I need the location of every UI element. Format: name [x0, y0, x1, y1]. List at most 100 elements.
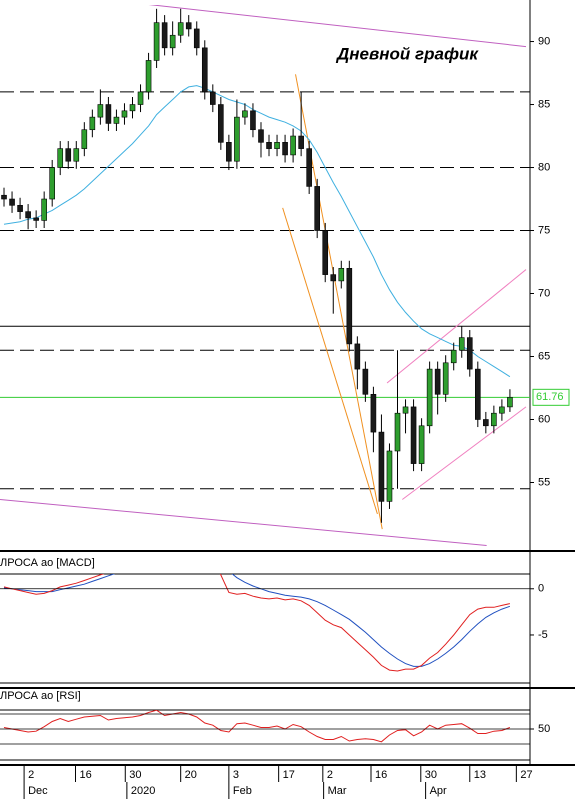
month-label: Feb: [233, 785, 252, 797]
candle-body: [394, 412, 401, 452]
candle-body: [234, 116, 240, 162]
candle-body: [201, 47, 208, 93]
x-tick-label: 16: [375, 769, 387, 781]
candle-body: [258, 129, 264, 143]
candle-body: [322, 230, 329, 275]
candle-body: [153, 22, 160, 61]
y-tick-label: 70: [538, 287, 550, 299]
candle-body: [330, 274, 337, 282]
candle-body: [450, 349, 457, 364]
pane-title: ЛРОСА ао [MACD]: [0, 557, 95, 569]
candle-body: [338, 268, 345, 282]
candle-body: [362, 368, 369, 395]
trend-line: [148, 5, 527, 48]
candle-body: [426, 368, 433, 427]
candle-body: [161, 22, 168, 49]
annotation: Дневной график: [335, 44, 479, 63]
month-label: Apr: [430, 785, 447, 797]
candle-body: [33, 217, 39, 221]
candle-body: [177, 22, 184, 36]
candle-body: [226, 142, 232, 162]
trend-line: [282, 207, 378, 515]
x-tick-label: 20: [185, 769, 197, 781]
candle-body: [25, 211, 31, 219]
x-tick-label: 17: [283, 769, 295, 781]
last-price-box: [532, 388, 570, 406]
candle-body: [483, 419, 489, 427]
plot-area: [0, 5, 530, 546]
y-tick-label: 55: [538, 476, 550, 488]
candle-body: [282, 142, 288, 156]
plot-area: [3, 574, 511, 672]
candle-body: [57, 148, 64, 168]
candle-body: [354, 343, 361, 370]
month-label: 2020: [131, 785, 155, 797]
x-tick-label: 3: [233, 769, 239, 781]
candle-body: [458, 337, 465, 351]
last-price-label: 61.76: [536, 391, 564, 403]
candle-body: [475, 368, 481, 420]
trend-line: [386, 269, 527, 384]
candle-body: [97, 104, 104, 118]
candle-body: [274, 142, 280, 149]
month-label: Mar: [328, 785, 347, 797]
candle-body: [65, 148, 72, 162]
candle-body: [185, 22, 192, 30]
y-tick-label: 90: [538, 35, 550, 47]
x-tick-label: 13: [474, 769, 486, 781]
candle-body: [9, 198, 15, 206]
y-tick-label: 80: [538, 161, 550, 173]
y-tick-label: -5: [538, 629, 548, 641]
candle-body: [41, 198, 47, 221]
candle-body: [466, 337, 473, 370]
candle-body: [290, 135, 296, 156]
candle-body: [298, 135, 304, 149]
candle-body: [210, 91, 216, 105]
candle-body: [1, 194, 7, 200]
candle-body: [386, 450, 393, 502]
candle-body: [129, 104, 136, 112]
candle-body: [346, 268, 353, 345]
x-tick-label: 27: [520, 769, 532, 781]
candle-body: [113, 116, 120, 124]
y-tick-label: 60: [538, 413, 550, 425]
candle-body: [491, 412, 497, 427]
x-tick-label: 30: [425, 769, 437, 781]
x-tick-label: 16: [79, 769, 91, 781]
candle-body: [73, 148, 80, 162]
candle-body: [402, 406, 409, 414]
candle-body: [410, 406, 417, 464]
x-tick-label: 2: [327, 769, 333, 781]
candle-body: [370, 393, 377, 433]
candle-body: [49, 167, 55, 200]
candle-body: [121, 110, 128, 118]
candle-body: [193, 28, 200, 49]
candle-body: [250, 110, 256, 131]
month-label: Dec: [28, 785, 48, 797]
pane-title: ЛРОСА ао [RSI]: [0, 690, 81, 702]
candle-body: [378, 431, 385, 502]
candle-body: [314, 186, 320, 231]
candle-body: [242, 110, 248, 118]
moving-average: [3, 85, 511, 378]
trend-line: [402, 406, 527, 500]
candle-body: [434, 368, 441, 395]
y-tick-label: 75: [538, 224, 550, 236]
candle-body: [145, 60, 152, 93]
candle-body: [418, 425, 425, 464]
x-tick-label: 2: [28, 769, 34, 781]
candle-body: [17, 205, 23, 212]
y-tick-label: 0: [538, 583, 544, 595]
candle-body: [507, 397, 513, 408]
x-tick-label: 30: [129, 769, 141, 781]
indicator-line: [3, 574, 511, 672]
y-tick-label: 50: [538, 723, 550, 735]
candle-body: [266, 142, 272, 149]
candle-body: [105, 104, 112, 124]
candle-body: [89, 116, 96, 131]
candle-body: [169, 34, 176, 49]
y-tick-label: 65: [538, 350, 550, 362]
